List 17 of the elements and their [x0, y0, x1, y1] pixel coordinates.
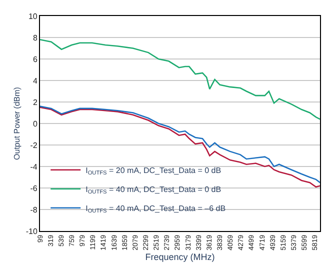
y-tick-label: -2: [30, 140, 38, 150]
y-tick-label: 10: [28, 12, 38, 21]
y-tick-label: -10: [26, 226, 38, 236]
y-tick-label: 2: [32, 98, 38, 107]
y-tick-label: 0: [32, 119, 38, 128]
y-tick-label: 6: [32, 54, 38, 64]
y-tick-label: -8: [30, 205, 38, 214]
legend-label: I$_{OUTFS}$ = 20 mA, DC_Test_Data = 0 dB: [86, 166, 222, 177]
y-tick-label: 4: [32, 76, 38, 86]
legend-label: I$_{OUTFS}$ = 40 mA, DC_Test_Data = 0 dB: [86, 185, 222, 196]
legend-label: I$_{OUTFS}$ = 40 mA, DC_Test_Data = –6 dB: [86, 204, 226, 215]
y-tick-label: -4: [30, 162, 38, 172]
y-tick-label: -6: [30, 184, 38, 193]
y-axis-title: Output Power (dBm): [12, 86, 22, 160]
line-series: [40, 39, 320, 120]
y-tick-label: 8: [32, 33, 38, 42]
x-axis-title: Frequency (MHz): [145, 252, 215, 262]
